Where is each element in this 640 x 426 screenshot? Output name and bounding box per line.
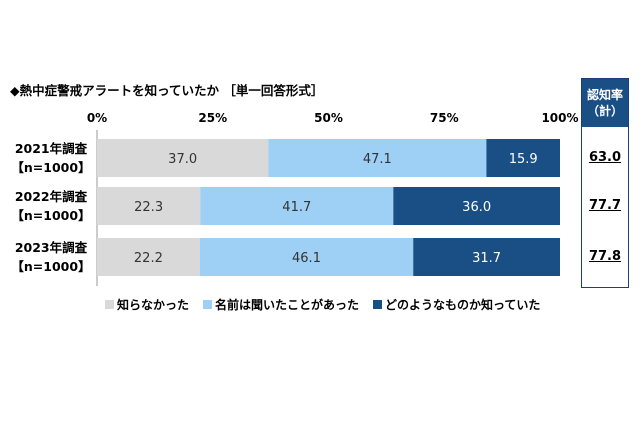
recognition-rate-header: 認知率 （計） [582, 79, 628, 127]
bar-segment [393, 187, 560, 225]
x-tick-label: 0% [86, 111, 108, 125]
legend-item: どのようなものか知っていた [373, 296, 540, 313]
recognition-value: 63.0 [588, 150, 622, 165]
legend-swatch [203, 300, 213, 309]
category-label-year: 2022年調査 [14, 189, 88, 204]
legend-label: 名前は聞いたことがあった [215, 298, 360, 312]
bar-segment [486, 139, 560, 177]
bar-segment [97, 238, 200, 276]
legend-label: 知らなかった [117, 298, 190, 312]
recognition-header-line1: 認知率 [586, 88, 623, 102]
category-label-sample: 【n=1000】 [11, 160, 91, 175]
chart-title: ◆熱中症警戒アラートを知っていたか ［単一回答形式］ [10, 83, 324, 98]
legend-item: 名前は聞いたことがあった [203, 296, 359, 313]
data-label: 22.2 [134, 251, 163, 266]
recognition-value: 77.8 [588, 249, 622, 264]
data-label: 46.1 [292, 251, 321, 266]
x-tick-label: 75% [429, 111, 459, 125]
x-tick-label: 50% [314, 111, 343, 125]
data-label: 37.0 [168, 152, 197, 167]
bar-segment [200, 187, 394, 225]
legend-swatch [105, 300, 114, 309]
recognition-value: 77.7 [588, 198, 622, 213]
data-label: 22.3 [134, 200, 163, 215]
category-label-sample: 【n=1000】 [11, 259, 91, 274]
category-label-year: 2023年調査 [14, 240, 88, 255]
data-label: 47.1 [363, 152, 392, 167]
bar-segment [268, 139, 487, 177]
recognition-header-line2: （計） [586, 104, 623, 118]
category-label-sample: 【n=1000】 [11, 208, 91, 223]
x-tick-label: 25% [198, 111, 228, 125]
legend-label: どのようなものか知っていた [385, 298, 541, 312]
data-label: 36.0 [462, 200, 491, 215]
category-label: 2023年調査 【n=1000】 [6, 238, 96, 276]
data-label: 31.7 [472, 251, 501, 266]
legend-item: 知らなかった [105, 296, 189, 313]
category-label: 2021年調査 【n=1000】 [6, 139, 96, 177]
chart-legend: 知らなかった 名前は聞いたことがあった どのようなものか知っていた [105, 296, 540, 313]
bar-segment [413, 238, 560, 276]
legend-swatch [373, 300, 383, 309]
category-label: 2022年調査 【n=1000】 [6, 187, 96, 225]
data-label: 15.9 [509, 152, 538, 167]
bar-segment [97, 187, 201, 225]
data-label: 41.7 [282, 200, 311, 215]
x-tick-label: 100% [541, 111, 579, 125]
bar-segment [97, 139, 269, 177]
category-label-year: 2021年調査 [14, 141, 88, 156]
bar-segment [199, 238, 414, 276]
